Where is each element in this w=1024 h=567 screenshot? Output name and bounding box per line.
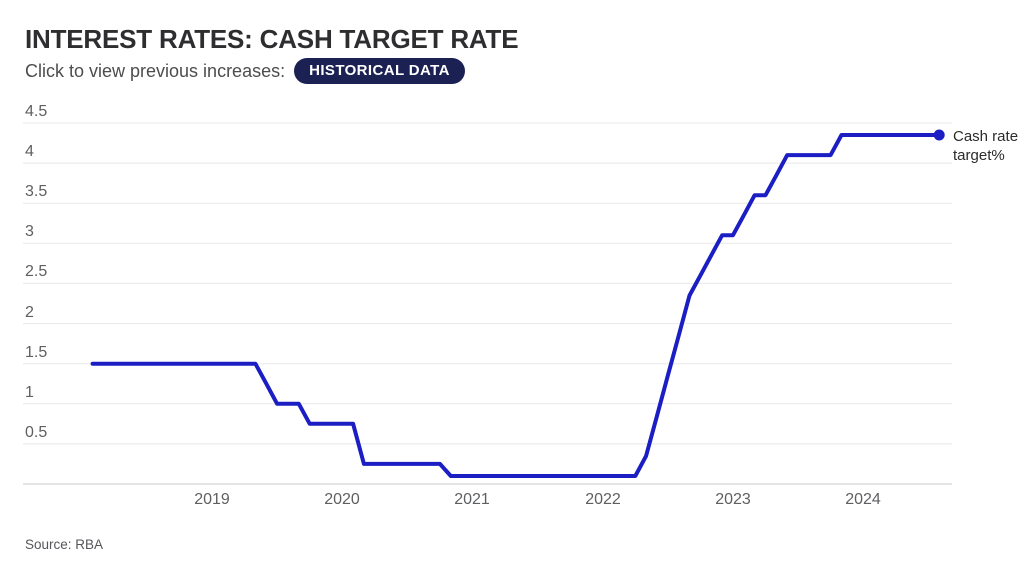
y-tick-label: 2.5 bbox=[25, 263, 48, 280]
historical-data-button[interactable]: HISTORICAL DATA bbox=[294, 58, 465, 84]
source-note: Source: RBA bbox=[25, 537, 104, 552]
subtitle-text: Click to view previous increases: bbox=[25, 60, 286, 81]
x-tick-label: 2019 bbox=[194, 491, 230, 508]
y-tick-label: 4 bbox=[25, 143, 34, 160]
y-tick-label: 4.5 bbox=[25, 103, 48, 120]
y-tick-label: 1.5 bbox=[25, 344, 48, 361]
y-tick-label: 0.5 bbox=[25, 424, 48, 441]
series-label: Cash rate target% bbox=[953, 128, 1019, 164]
y-tick-label: 3.5 bbox=[25, 183, 48, 200]
x-tick-label: 2023 bbox=[715, 491, 751, 508]
y-tick-label: 3 bbox=[25, 223, 34, 240]
x-tick-label: 2022 bbox=[585, 491, 621, 508]
cash-rate-line bbox=[90, 133, 942, 478]
y-tick-label: 1 bbox=[25, 384, 34, 401]
x-tick-label: 2021 bbox=[454, 491, 490, 508]
y-tick-label: 2 bbox=[25, 304, 34, 321]
x-tick-label: 2024 bbox=[845, 491, 881, 508]
page-title: INTEREST RATES: CASH TARGET RATE bbox=[25, 24, 519, 54]
x-tick-label: 2020 bbox=[324, 491, 360, 508]
subtitle-row: Click to view previous increases: HISTOR… bbox=[25, 57, 465, 85]
last-point-marker bbox=[933, 129, 945, 141]
